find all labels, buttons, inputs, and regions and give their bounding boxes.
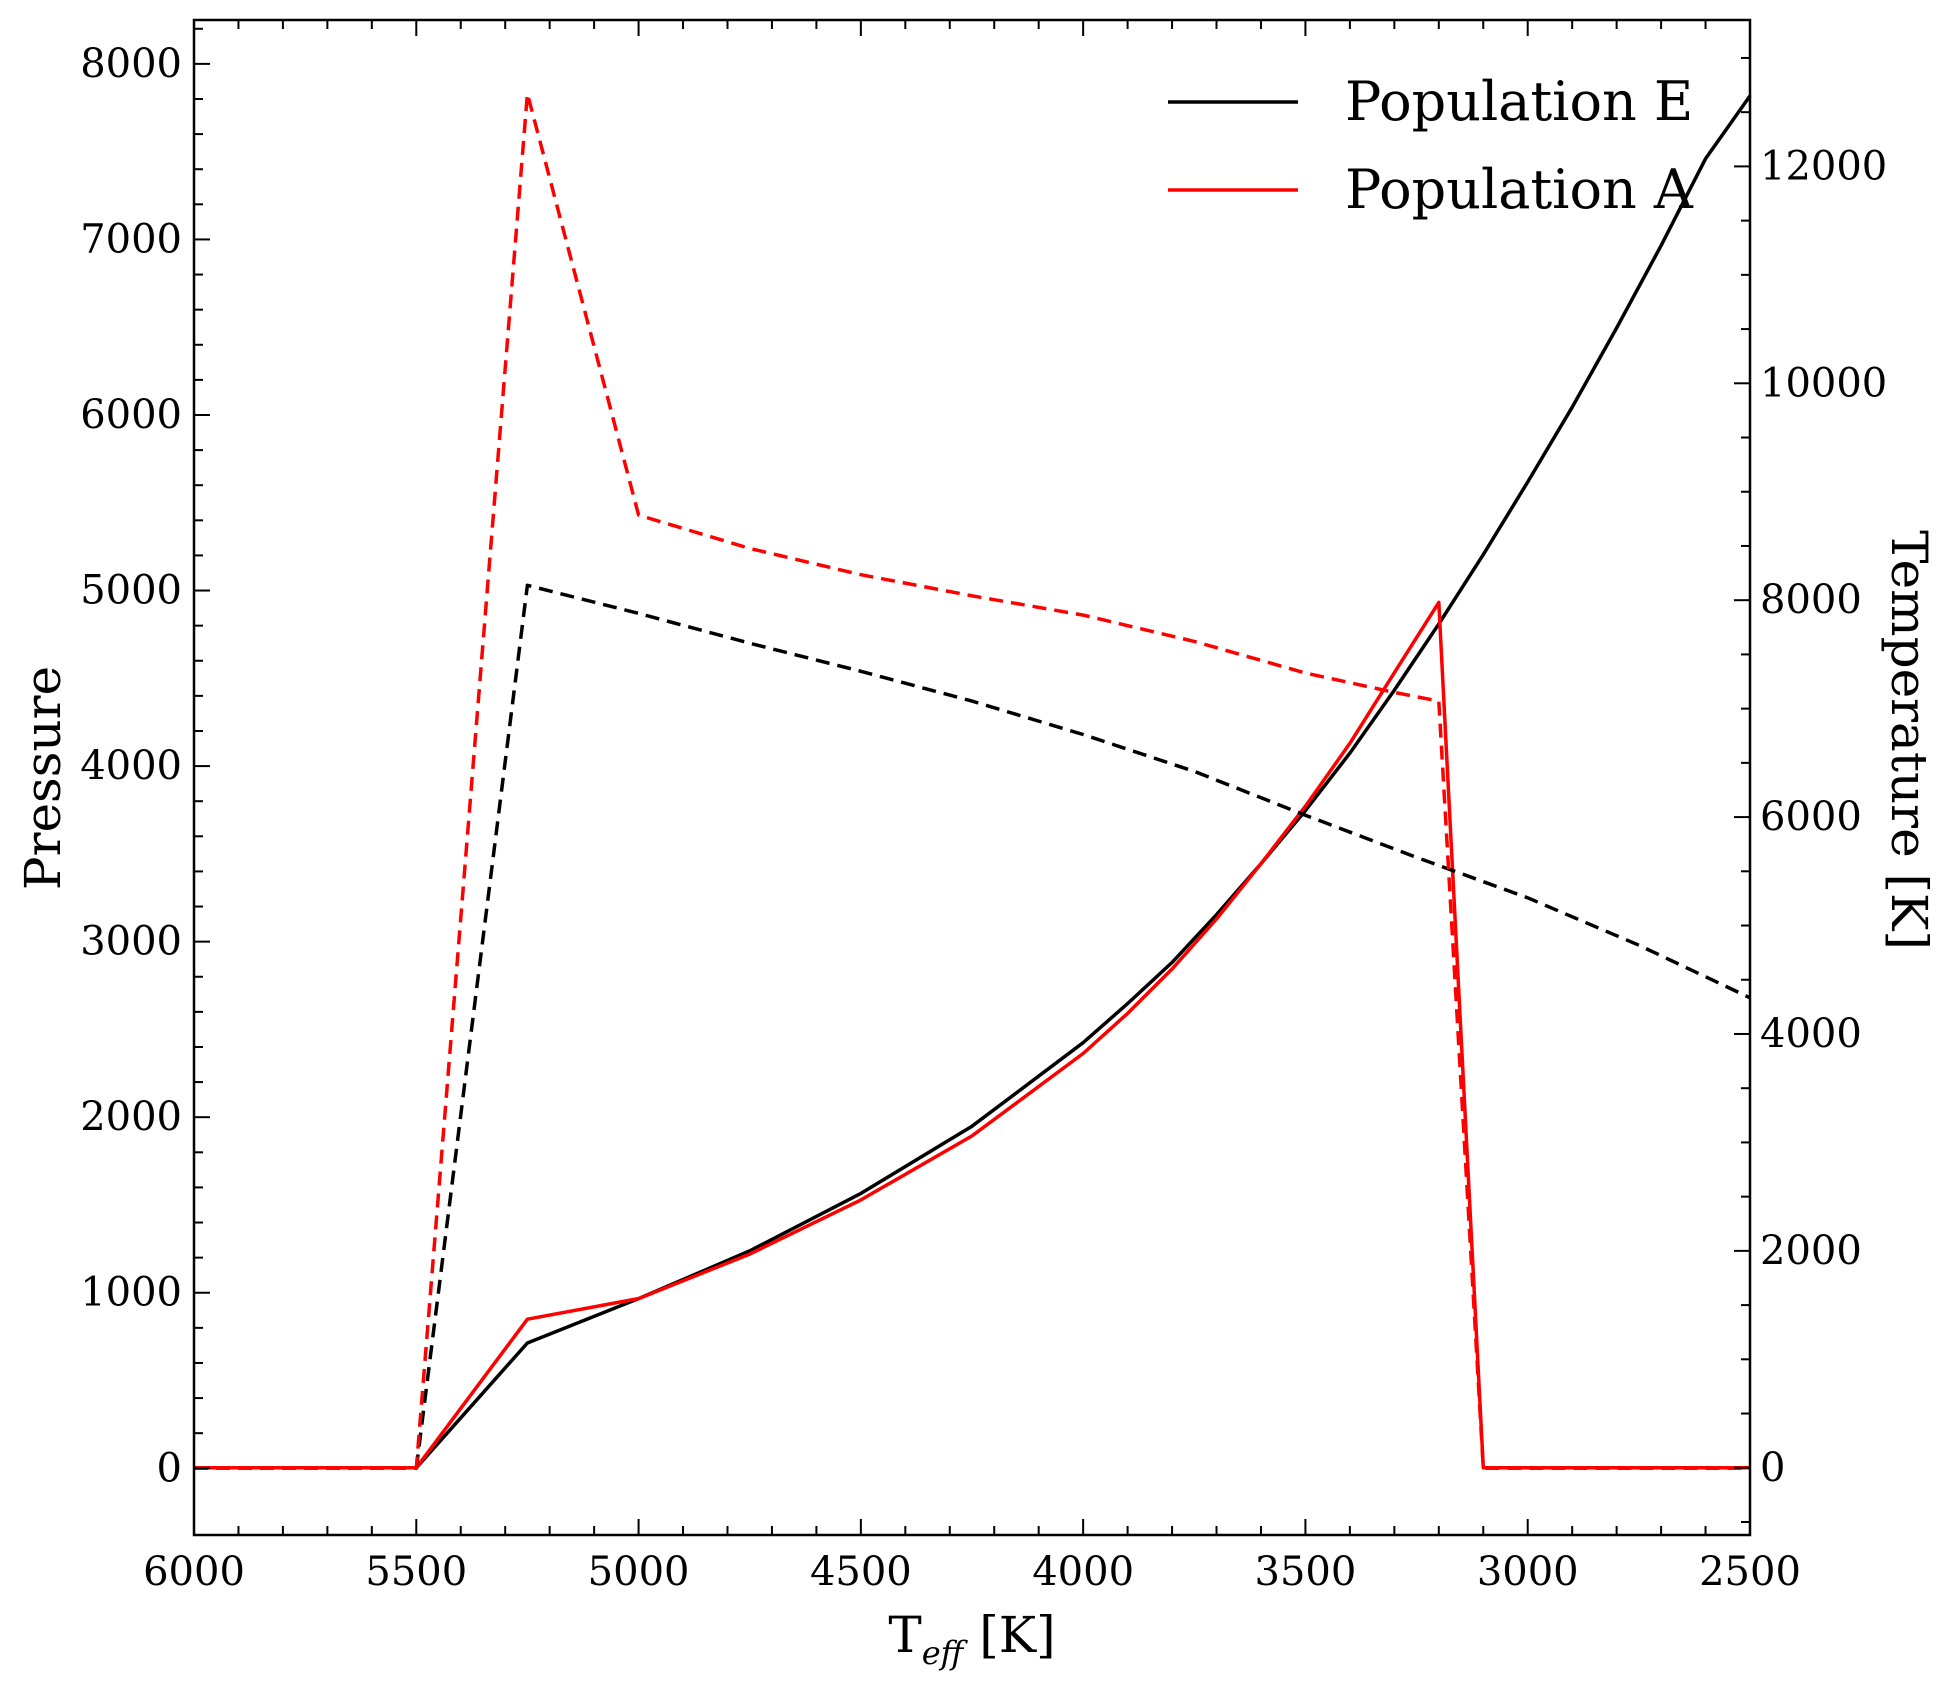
x-tick-label: 2500 xyxy=(1699,1549,1801,1595)
plot-frame xyxy=(192,18,1752,1537)
x-tick-label: 4500 xyxy=(810,1549,912,1595)
y-right-tick-label: 6000 xyxy=(1760,794,1862,840)
y-left-tick-label: 3000 xyxy=(80,919,182,965)
population-a-pressure-line xyxy=(194,91,1750,1471)
population-e-pressure-line xyxy=(414,583,1751,1469)
legend-label-population-e: Population E xyxy=(1345,70,1693,133)
y-left-tick-label: 8000 xyxy=(80,41,182,87)
y-axis-title-right: Temperature [K] xyxy=(1880,530,1938,950)
x-tick-label: 6000 xyxy=(143,1549,245,1595)
x-axis-title: Teff [K] xyxy=(888,1606,1055,1672)
x-axis-title-unit: [K] xyxy=(963,1606,1055,1664)
x-axis-title-subscript: eff xyxy=(922,1634,969,1672)
y-left-tick-label: 1000 xyxy=(80,1270,182,1316)
y-axis-title-left: Pressure xyxy=(14,666,72,890)
y-left-tick-label: 6000 xyxy=(80,392,182,438)
y-right-tick-label: 12000 xyxy=(1760,143,1887,189)
x-tick-label: 3500 xyxy=(1255,1549,1357,1595)
x-axis-title-main: T xyxy=(888,1606,921,1664)
y-right-tick-label: 4000 xyxy=(1760,1011,1862,1057)
labels-layer: 6000 5500 5000 4500 4000 3500 3000 2500 0 1000 200… xyxy=(80,41,1887,1595)
y-left-tick-label: 2000 xyxy=(80,1094,182,1140)
y-right-tick-label: 8000 xyxy=(1760,577,1862,623)
y-right-tick-label: 2000 xyxy=(1760,1228,1862,1274)
x-tick-label: 4000 xyxy=(1032,1549,1134,1595)
y-left-tick-label: 7000 xyxy=(80,216,182,262)
population-e-temperature-line xyxy=(194,94,1752,1470)
y-left-tick-label: 5000 xyxy=(80,568,182,614)
y-left-tick-label: 0 xyxy=(157,1445,182,1491)
legend-label-population-a: Population A xyxy=(1345,158,1694,221)
x-tick-label: 5000 xyxy=(588,1549,690,1595)
y-right-tick-label: 0 xyxy=(1760,1445,1785,1491)
y-right-tick-label: 10000 xyxy=(1760,360,1887,406)
ticks-layer xyxy=(193,20,1751,1535)
series-layer xyxy=(194,91,1752,1471)
x-tick-label: 3000 xyxy=(1477,1549,1579,1595)
y-left-tick-label: 4000 xyxy=(80,743,182,789)
x-tick-label: 5500 xyxy=(365,1549,467,1595)
population-a-temperature-line xyxy=(194,600,1750,1470)
